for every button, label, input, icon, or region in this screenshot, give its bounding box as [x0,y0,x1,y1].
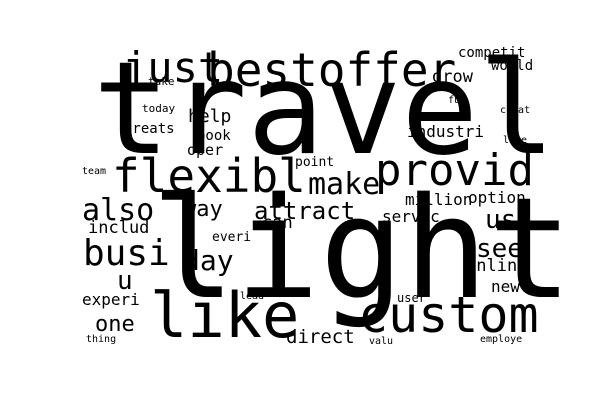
word-day: day [183,244,234,277]
word-new: new [491,277,520,296]
word-includ: includ [88,218,150,238]
word-industri: industri [407,122,485,141]
word-one: one [95,312,135,337]
word-user: user [397,291,426,305]
word-grow: grow [432,67,473,87]
word-greats: greats [124,121,175,137]
word-busi: busi [83,233,170,274]
word-also: also [82,193,155,228]
word-attract: attract [254,197,356,225]
word-oper: oper [187,141,224,159]
word-employe: employe [480,334,523,345]
word-fun: fun [448,95,467,106]
word-love: love [503,135,528,146]
word-valu: valu [369,336,394,347]
word-bestoffer: bestoffer [207,43,457,97]
word-million: million [405,190,473,209]
word-book: book [197,128,231,144]
word-direct: direct [286,326,355,348]
word-world: world [491,58,534,74]
word-just: just [122,43,224,92]
word-take: take [148,75,175,88]
word-us: us [485,205,517,235]
word-like: like [150,279,300,352]
word-way: way [183,197,223,222]
word-competit: competit [458,45,526,61]
word-light: light [151,168,573,331]
word-today: today [142,102,176,115]
word-team: team [82,166,107,177]
word-u: u [117,266,133,296]
word-provid: provid [375,145,534,196]
word-servic: servic [382,207,440,226]
word-creat: creat [500,105,531,116]
word-see: see [476,234,523,264]
word-make: make [308,167,381,202]
word-everi: everi [212,230,252,245]
word-flexibl: flexibl [112,149,306,203]
word-custom: custom [358,286,539,344]
word-option: option [468,188,526,207]
word-onlin: onlin [466,256,518,276]
word-can: can [262,213,293,233]
word-lead: lead [240,291,265,302]
word-thing: thing [86,334,117,345]
word-point: point [295,155,335,170]
word-experi: experi [82,290,140,309]
word-travel: travel [93,35,556,184]
word-help: help [188,106,232,127]
